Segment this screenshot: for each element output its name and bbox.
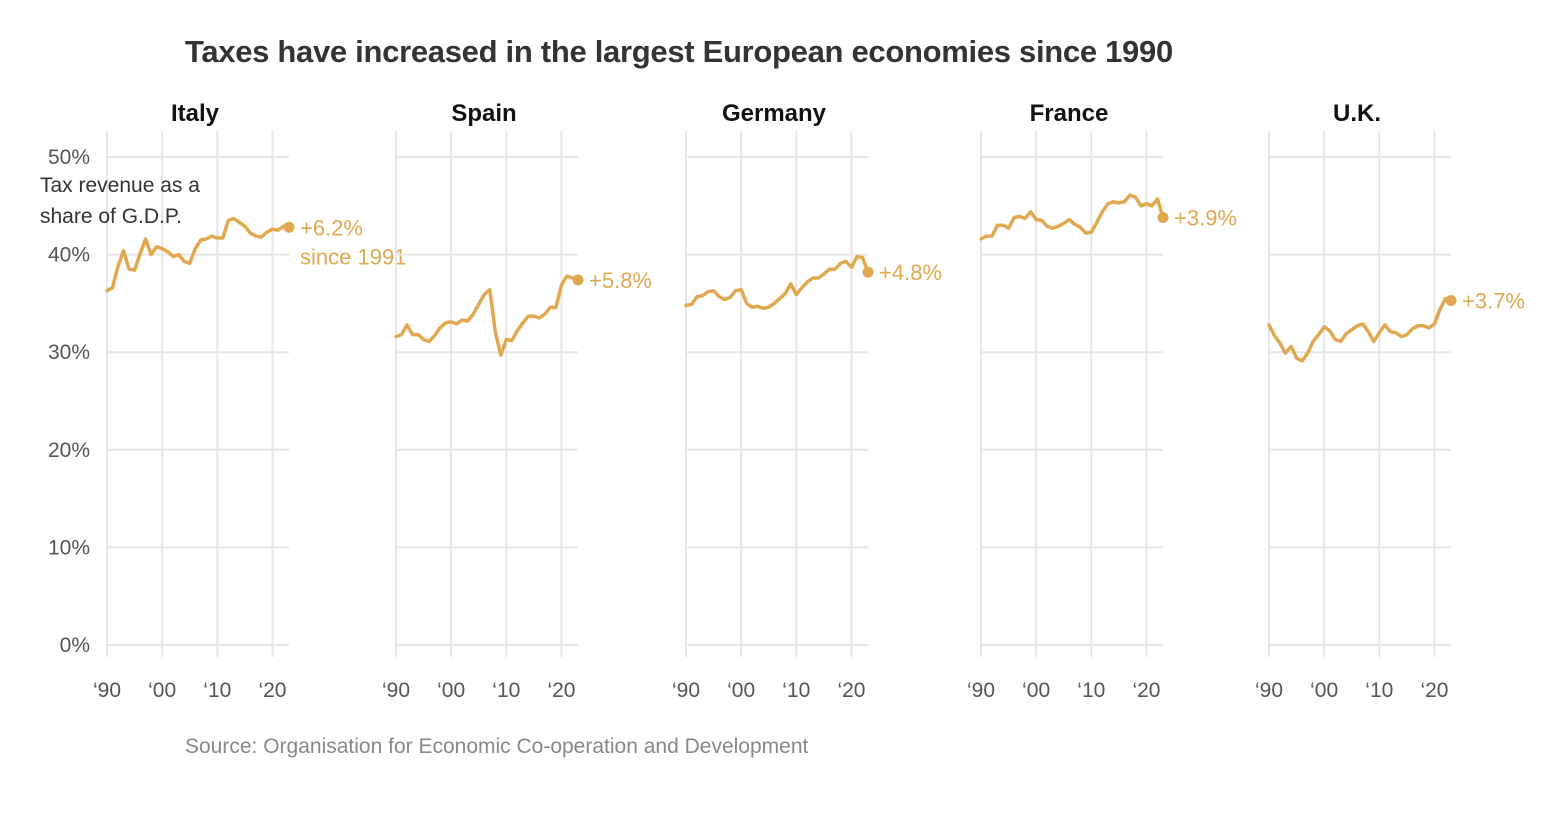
end-label-italy: since 1991	[300, 244, 406, 269]
x-tick-label: ‘90	[672, 679, 700, 702]
y-tick-label: 30%	[48, 341, 90, 364]
x-tick-label: ‘00	[148, 679, 176, 702]
y-tick-label: 50%	[48, 146, 90, 169]
end-point-u-k	[1445, 294, 1457, 306]
end-point-spain	[572, 274, 584, 286]
end-label-france: +3.9%	[1174, 206, 1237, 231]
source-note: Source: Organisation for Economic Co-ope…	[185, 735, 809, 758]
x-tick-label: ‘00	[437, 679, 465, 702]
y-tick-label: 40%	[48, 244, 90, 267]
y-tick-label: 0%	[60, 634, 90, 657]
series-line-germany	[684, 254, 870, 311]
x-tick-label: ‘20	[1420, 679, 1448, 702]
end-label-germany: +4.8%	[879, 260, 942, 285]
end-point-italy	[283, 221, 295, 233]
x-tick-label: ‘20	[547, 679, 575, 702]
x-tick-label: ‘20	[837, 679, 865, 702]
series-line-italy	[105, 216, 291, 293]
x-tick-label: ‘90	[967, 679, 995, 702]
x-tick-label: ‘00	[1310, 679, 1338, 702]
y-tick-label: 20%	[48, 439, 90, 462]
x-tick-label: ‘10	[782, 679, 810, 702]
series-line-france	[979, 193, 1165, 241]
axis-annotation: Tax revenue as a	[40, 174, 200, 197]
x-tick-label: ‘10	[1365, 679, 1393, 702]
y-tick-label: 10%	[48, 536, 90, 559]
x-tick-label: ‘20	[258, 679, 286, 702]
series-line-spain	[394, 274, 580, 357]
x-tick-label: ‘90	[382, 679, 410, 702]
end-label-italy: +6.2%	[300, 215, 363, 240]
x-tick-label: ‘10	[203, 679, 231, 702]
x-tick-label: ‘00	[1022, 679, 1050, 702]
end-label-spain: +5.8%	[589, 268, 652, 293]
panel-title-italy: Italy	[171, 100, 220, 127]
end-point-france	[1157, 212, 1169, 224]
x-tick-label: ‘90	[1255, 679, 1283, 702]
axis-annotation: share of G.D.P.	[40, 205, 182, 228]
end-point-germany	[862, 266, 874, 278]
panel-title-spain: Spain	[451, 100, 516, 127]
x-tick-label: ‘10	[1077, 679, 1105, 702]
panel-title-germany: Germany	[722, 100, 827, 127]
x-tick-label: ‘90	[93, 679, 121, 702]
x-tick-label: ‘20	[1132, 679, 1160, 702]
end-label-u-k: +3.7%	[1462, 288, 1525, 313]
x-tick-label: ‘10	[492, 679, 520, 702]
chart-title: Taxes have increased in the largest Euro…	[185, 34, 1173, 69]
series-line-u-k	[1267, 296, 1453, 363]
panel-title-u-k: U.K.	[1333, 100, 1381, 127]
x-tick-label: ‘00	[727, 679, 755, 702]
panel-title-france: France	[1030, 100, 1109, 127]
